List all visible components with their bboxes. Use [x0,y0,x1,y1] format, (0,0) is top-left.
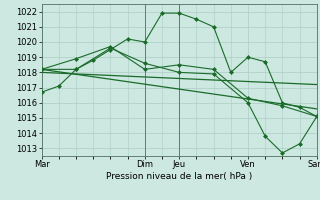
X-axis label: Pression niveau de la mer( hPa ): Pression niveau de la mer( hPa ) [106,172,252,181]
